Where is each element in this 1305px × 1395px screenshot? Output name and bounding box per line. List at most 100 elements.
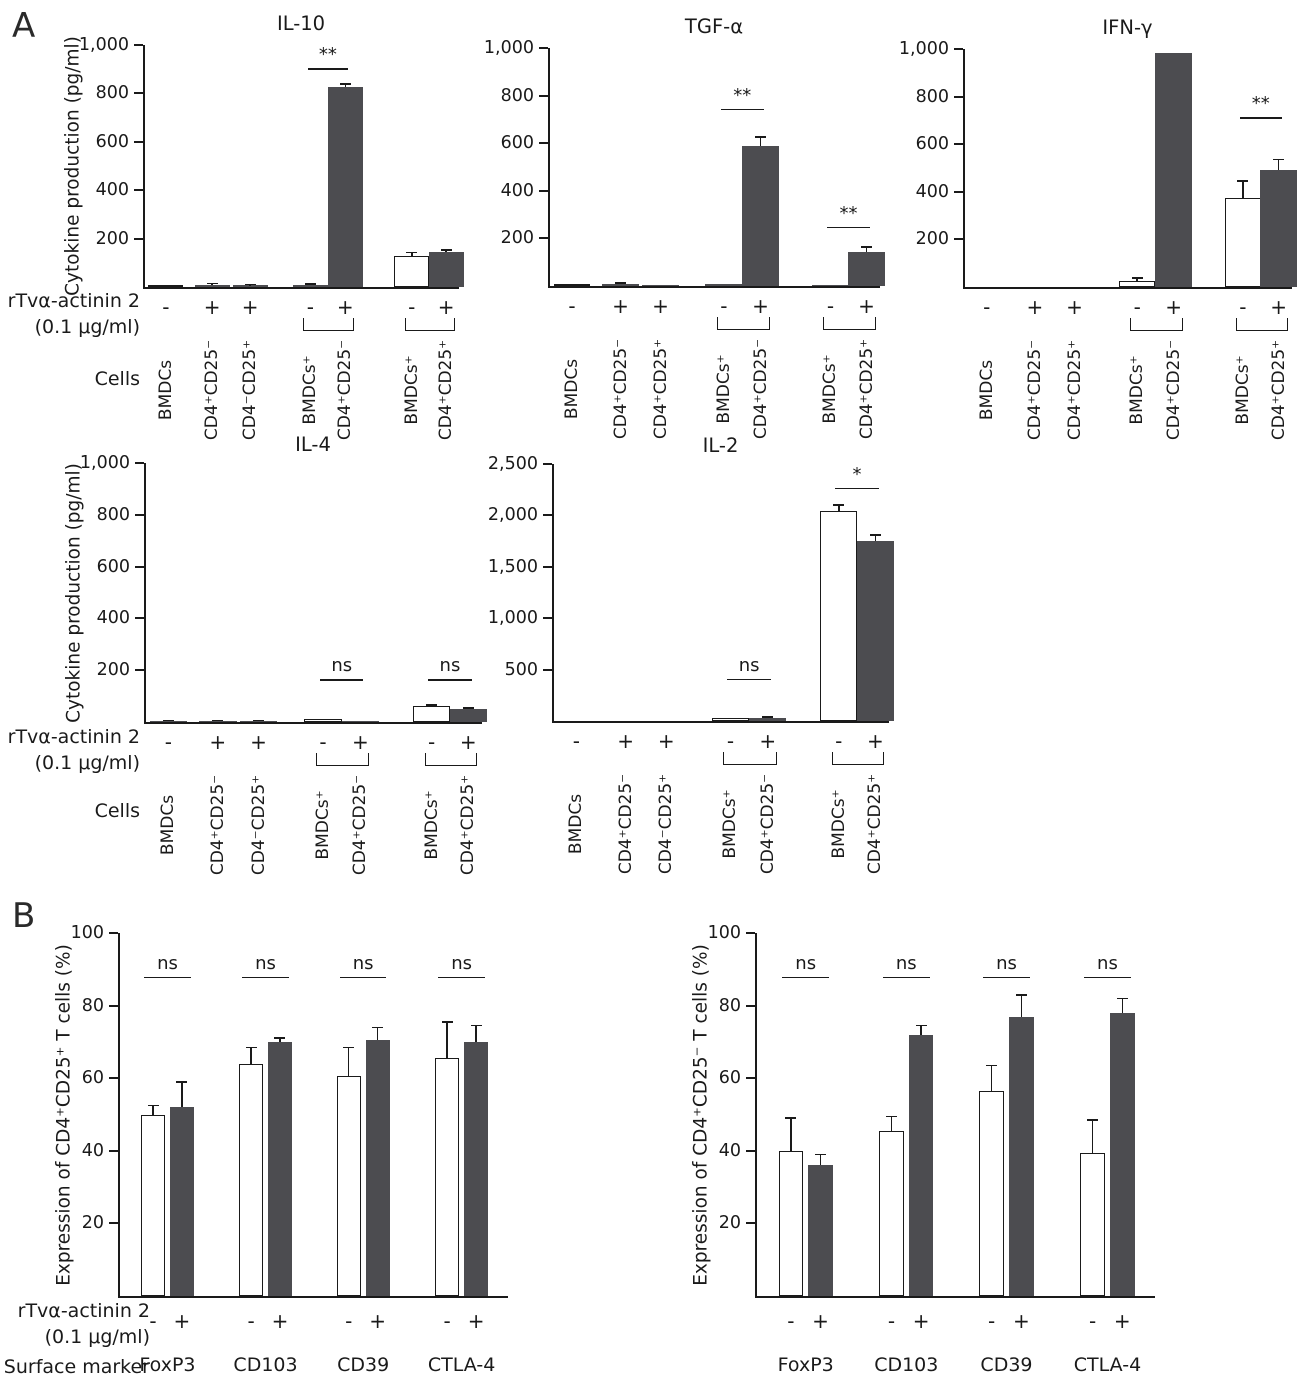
significance-line — [438, 976, 485, 979]
error-bar-cap — [304, 283, 316, 285]
y-tick-label: 60 — [718, 1068, 741, 1089]
white-bar — [239, 1063, 263, 1296]
y-tick — [954, 190, 963, 193]
dark-bar — [199, 720, 237, 722]
error-bar-cap — [1015, 993, 1027, 996]
white-bar — [979, 1090, 1004, 1296]
dark-bar — [812, 284, 849, 286]
significance-line — [242, 976, 289, 979]
dark-bar — [464, 1041, 489, 1296]
y-tick — [135, 565, 144, 568]
treatment-sign: - — [1239, 295, 1247, 319]
error-bar-cap — [1273, 158, 1285, 161]
dark-bar — [908, 1034, 934, 1296]
y-tick — [135, 462, 144, 464]
white-bar — [394, 255, 430, 287]
y-tick — [539, 47, 548, 49]
error-bar-cap — [1087, 1119, 1099, 1121]
treatment-sign: + — [1026, 295, 1044, 319]
treatment-sign: + — [459, 730, 477, 754]
error-bar-cap — [245, 1046, 257, 1049]
treatment-sign: + — [437, 295, 455, 319]
dark-bar — [449, 709, 487, 722]
significance-line — [320, 679, 364, 681]
dark-bar — [149, 720, 188, 722]
x-cell-label: BMDCs⁺ — [1232, 355, 1253, 425]
y-tick-label: 1,000 — [78, 35, 129, 55]
significance-line — [340, 976, 387, 979]
y-tick-label: 600 — [500, 133, 534, 154]
y-tick — [134, 44, 143, 46]
error-bar-cap — [615, 282, 627, 284]
treatment-sign: + — [336, 295, 354, 319]
white-bar — [412, 706, 451, 722]
y-tick-label: 40 — [718, 1140, 741, 1161]
pair-bracket — [1130, 318, 1183, 331]
significance-text: ns — [1097, 952, 1118, 974]
treatment-sign: - — [835, 729, 843, 753]
pair-bracket — [831, 752, 885, 765]
x-cell-label: CD4⁺CD25⁺ — [865, 773, 886, 875]
treatment-sign: + — [1270, 295, 1288, 319]
y-tick-label: 600 — [96, 556, 130, 577]
significance-text: ** — [839, 202, 858, 224]
y-tick-label: 800 — [915, 86, 949, 107]
treatment-sign: - — [1089, 1309, 1097, 1333]
treatment-sign: - — [1133, 295, 1141, 319]
dark-bar — [742, 145, 779, 286]
error-bar — [344, 83, 347, 88]
y-tick — [539, 189, 548, 192]
error-bar-cap — [343, 1046, 355, 1049]
treatment-sign: - — [443, 1309, 451, 1333]
treatment-sign: + — [209, 730, 227, 754]
white-bar — [336, 1076, 361, 1296]
significance-text: ns — [895, 952, 917, 974]
treatment-sign: - — [247, 1309, 255, 1333]
dark-bar — [1009, 1016, 1034, 1296]
panel-a-label: A — [12, 6, 36, 46]
error-bar — [1121, 998, 1124, 1013]
significance-text: ** — [733, 84, 752, 106]
y-tick — [134, 237, 143, 240]
error-bar — [874, 534, 877, 541]
treatment-sign: + — [759, 729, 777, 753]
treatment-sign: - — [887, 1309, 896, 1333]
chart-tgfa: 200 400 600 800 1,000 TGF-α - BMDCs + CD4⁺CD25⁻ + C… — [484, 15, 885, 439]
error-bar-cap — [147, 1104, 159, 1107]
y-axis-line — [548, 48, 550, 288]
error-bar-cap — [162, 719, 174, 722]
chart-bL: 20 40 60 80 100 Expression of CD4⁺CD25⁺ T cel… — [54, 923, 508, 1376]
treatment-label-b-line2: (0.1 μg/ml) — [44, 1326, 150, 1348]
error-bar-cap — [1131, 277, 1143, 279]
x-cell-label: BMDCs⁺ — [828, 789, 849, 859]
y-tick — [135, 513, 144, 516]
y-axis-label: Expression of CD4⁺CD25⁻ T cells (%) — [690, 943, 712, 1286]
error-bar-cap — [1237, 180, 1249, 182]
significance-text: ns — [451, 952, 473, 974]
dark-bar — [1110, 1012, 1135, 1296]
treatment-sign: - — [149, 1309, 157, 1333]
pair-bracket — [316, 753, 370, 766]
dark-bar — [194, 284, 230, 287]
error-bar-cap — [372, 1026, 384, 1029]
white-bar — [1119, 281, 1156, 287]
dark-bar — [602, 283, 639, 286]
pair-bracket — [723, 752, 777, 765]
white-bar — [553, 284, 591, 286]
dark-bar — [749, 717, 787, 721]
y-tick-label: 600 — [95, 131, 129, 152]
treatment-sign: - — [408, 295, 416, 319]
treatment-sign: - — [568, 294, 576, 318]
y-tick-label: 100 — [70, 923, 104, 943]
treatment-sign: + — [912, 1309, 930, 1333]
treatment-sign: + — [369, 1309, 387, 1333]
error-bar — [890, 1116, 893, 1131]
x-cell-label: BMDCs — [566, 793, 587, 855]
y-tick-label: 500 — [504, 659, 538, 680]
y-axis-line — [144, 463, 146, 724]
y-axis-line — [143, 45, 145, 289]
error-bar-cap — [986, 1064, 998, 1067]
surface-marker-label: CD103 — [233, 1354, 298, 1376]
chart-il10: 200 400 600 800 1,000 IL-10 Cytokine productio… — [63, 12, 464, 440]
error-bar-cap — [206, 282, 218, 285]
